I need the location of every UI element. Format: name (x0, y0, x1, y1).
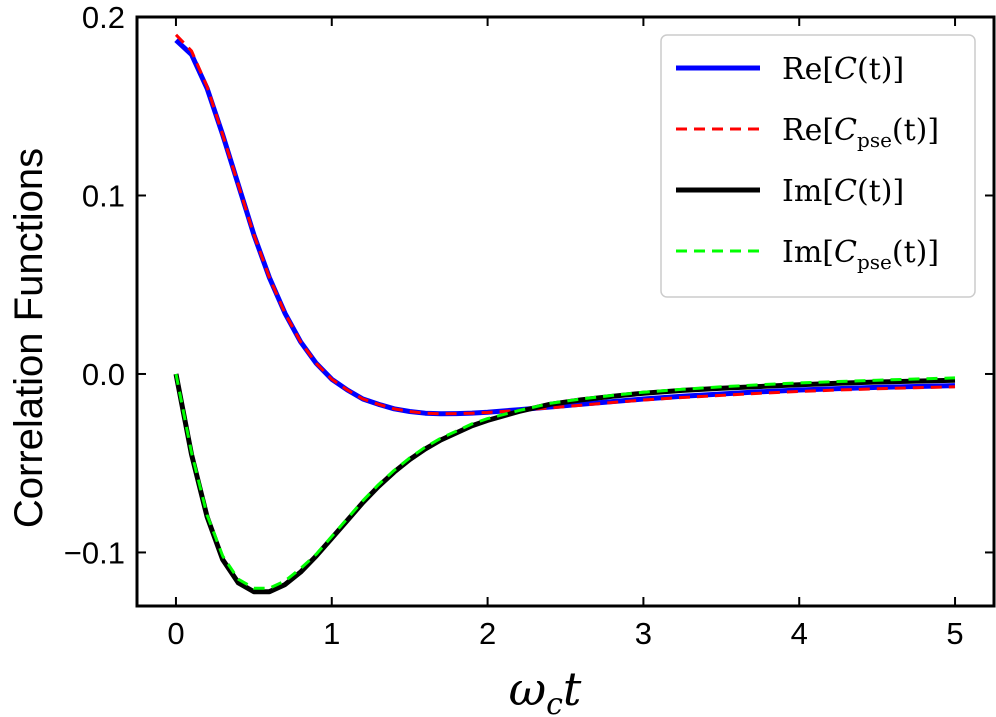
y-tick-label: 0.1 (82, 178, 125, 213)
series-line-3 (173, 373, 956, 595)
legend-label: Re[Cpse(t)] (782, 113, 939, 152)
series-line-4 (174, 373, 956, 590)
x-axis-label-sub: c (546, 687, 563, 717)
y-tick-label: 0.2 (82, 0, 125, 35)
series-line-2 (174, 33, 956, 416)
legend-label: Im[Cpse(t)] (782, 235, 939, 274)
y-tick-label: −0.1 (64, 535, 125, 570)
legend-label: Re[C(t)] (782, 52, 904, 87)
x-tick-label: 4 (791, 616, 808, 651)
x-axis-label-tail: t (563, 662, 582, 716)
x-tick-label: 0 (167, 616, 184, 651)
plot-frame (135, 15, 996, 608)
x-axis-label: ωct (509, 662, 582, 717)
legend-box (660, 34, 976, 298)
y-axis-label: Correlation Functions (7, 148, 51, 528)
tick-layer: 0 1 2 3 4 5 −0.1 0.0 0.1 0.2 (64, 0, 994, 651)
x-tick-label: 2 (479, 616, 496, 651)
data-layer (173, 33, 956, 595)
x-tick-label: 3 (635, 616, 652, 651)
x-tick-label: 1 (323, 616, 340, 651)
legend: Re[C(t)] Re[Cpse(t)] Im[C(t)] Im[Cpse(t)] (660, 34, 976, 298)
x-axis-label-main: ω (509, 662, 547, 716)
y-tick-label: 0.0 (82, 357, 125, 392)
legend-label: Im[C(t)] (782, 174, 904, 209)
x-tick-label: 5 (946, 616, 963, 651)
